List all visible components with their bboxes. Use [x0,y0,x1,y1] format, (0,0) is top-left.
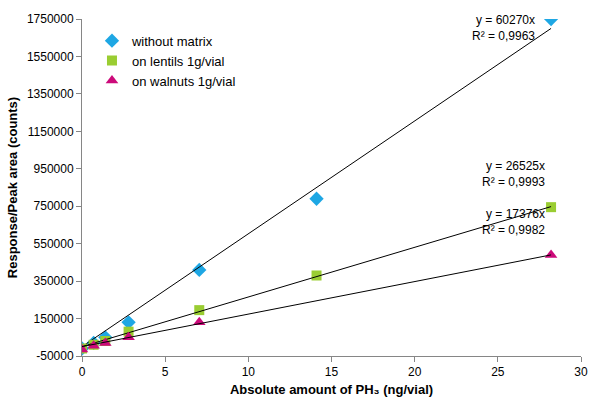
svg-text:25: 25 [491,365,505,379]
svg-text:750000: 750000 [34,199,74,213]
svg-text:15: 15 [325,365,339,379]
svg-text:1750000: 1750000 [27,12,74,26]
svg-text:30: 30 [574,365,588,379]
svg-text:without matrix: without matrix [131,34,213,49]
svg-text:Response/Peak area (counts): Response/Peak area (counts) [5,97,20,278]
svg-text:on lentils 1g/vial: on lentils 1g/vial [132,54,225,69]
svg-text:0: 0 [79,365,86,379]
svg-text:950000: 950000 [34,162,74,176]
svg-text:y = 17376xR² = 0,9982: y = 17376xR² = 0,9982 [482,207,545,237]
svg-text:Absolute amount of PH₃ (ng/via: Absolute amount of PH₃ (ng/vial) [230,382,433,397]
svg-text:y = 60270xR² = 0,9963: y = 60270xR² = 0,9963 [472,13,535,43]
svg-text:1350000: 1350000 [27,87,74,101]
svg-text:1550000: 1550000 [27,50,74,64]
svg-text:1150000: 1150000 [28,125,74,139]
svg-text:550000: 550000 [34,237,74,251]
svg-text:5: 5 [162,365,169,379]
svg-text:-50000: -50000 [36,349,74,363]
svg-text:on walnuts 1g/vial: on walnuts 1g/vial [132,74,235,89]
svg-text:150000: 150000 [34,312,74,326]
svg-text:20: 20 [408,365,422,379]
svg-text:350000: 350000 [34,274,74,288]
svg-text:y = 26525xR² = 0,9993: y = 26525xR² = 0,9993 [482,159,545,189]
svg-text:10: 10 [242,365,256,379]
